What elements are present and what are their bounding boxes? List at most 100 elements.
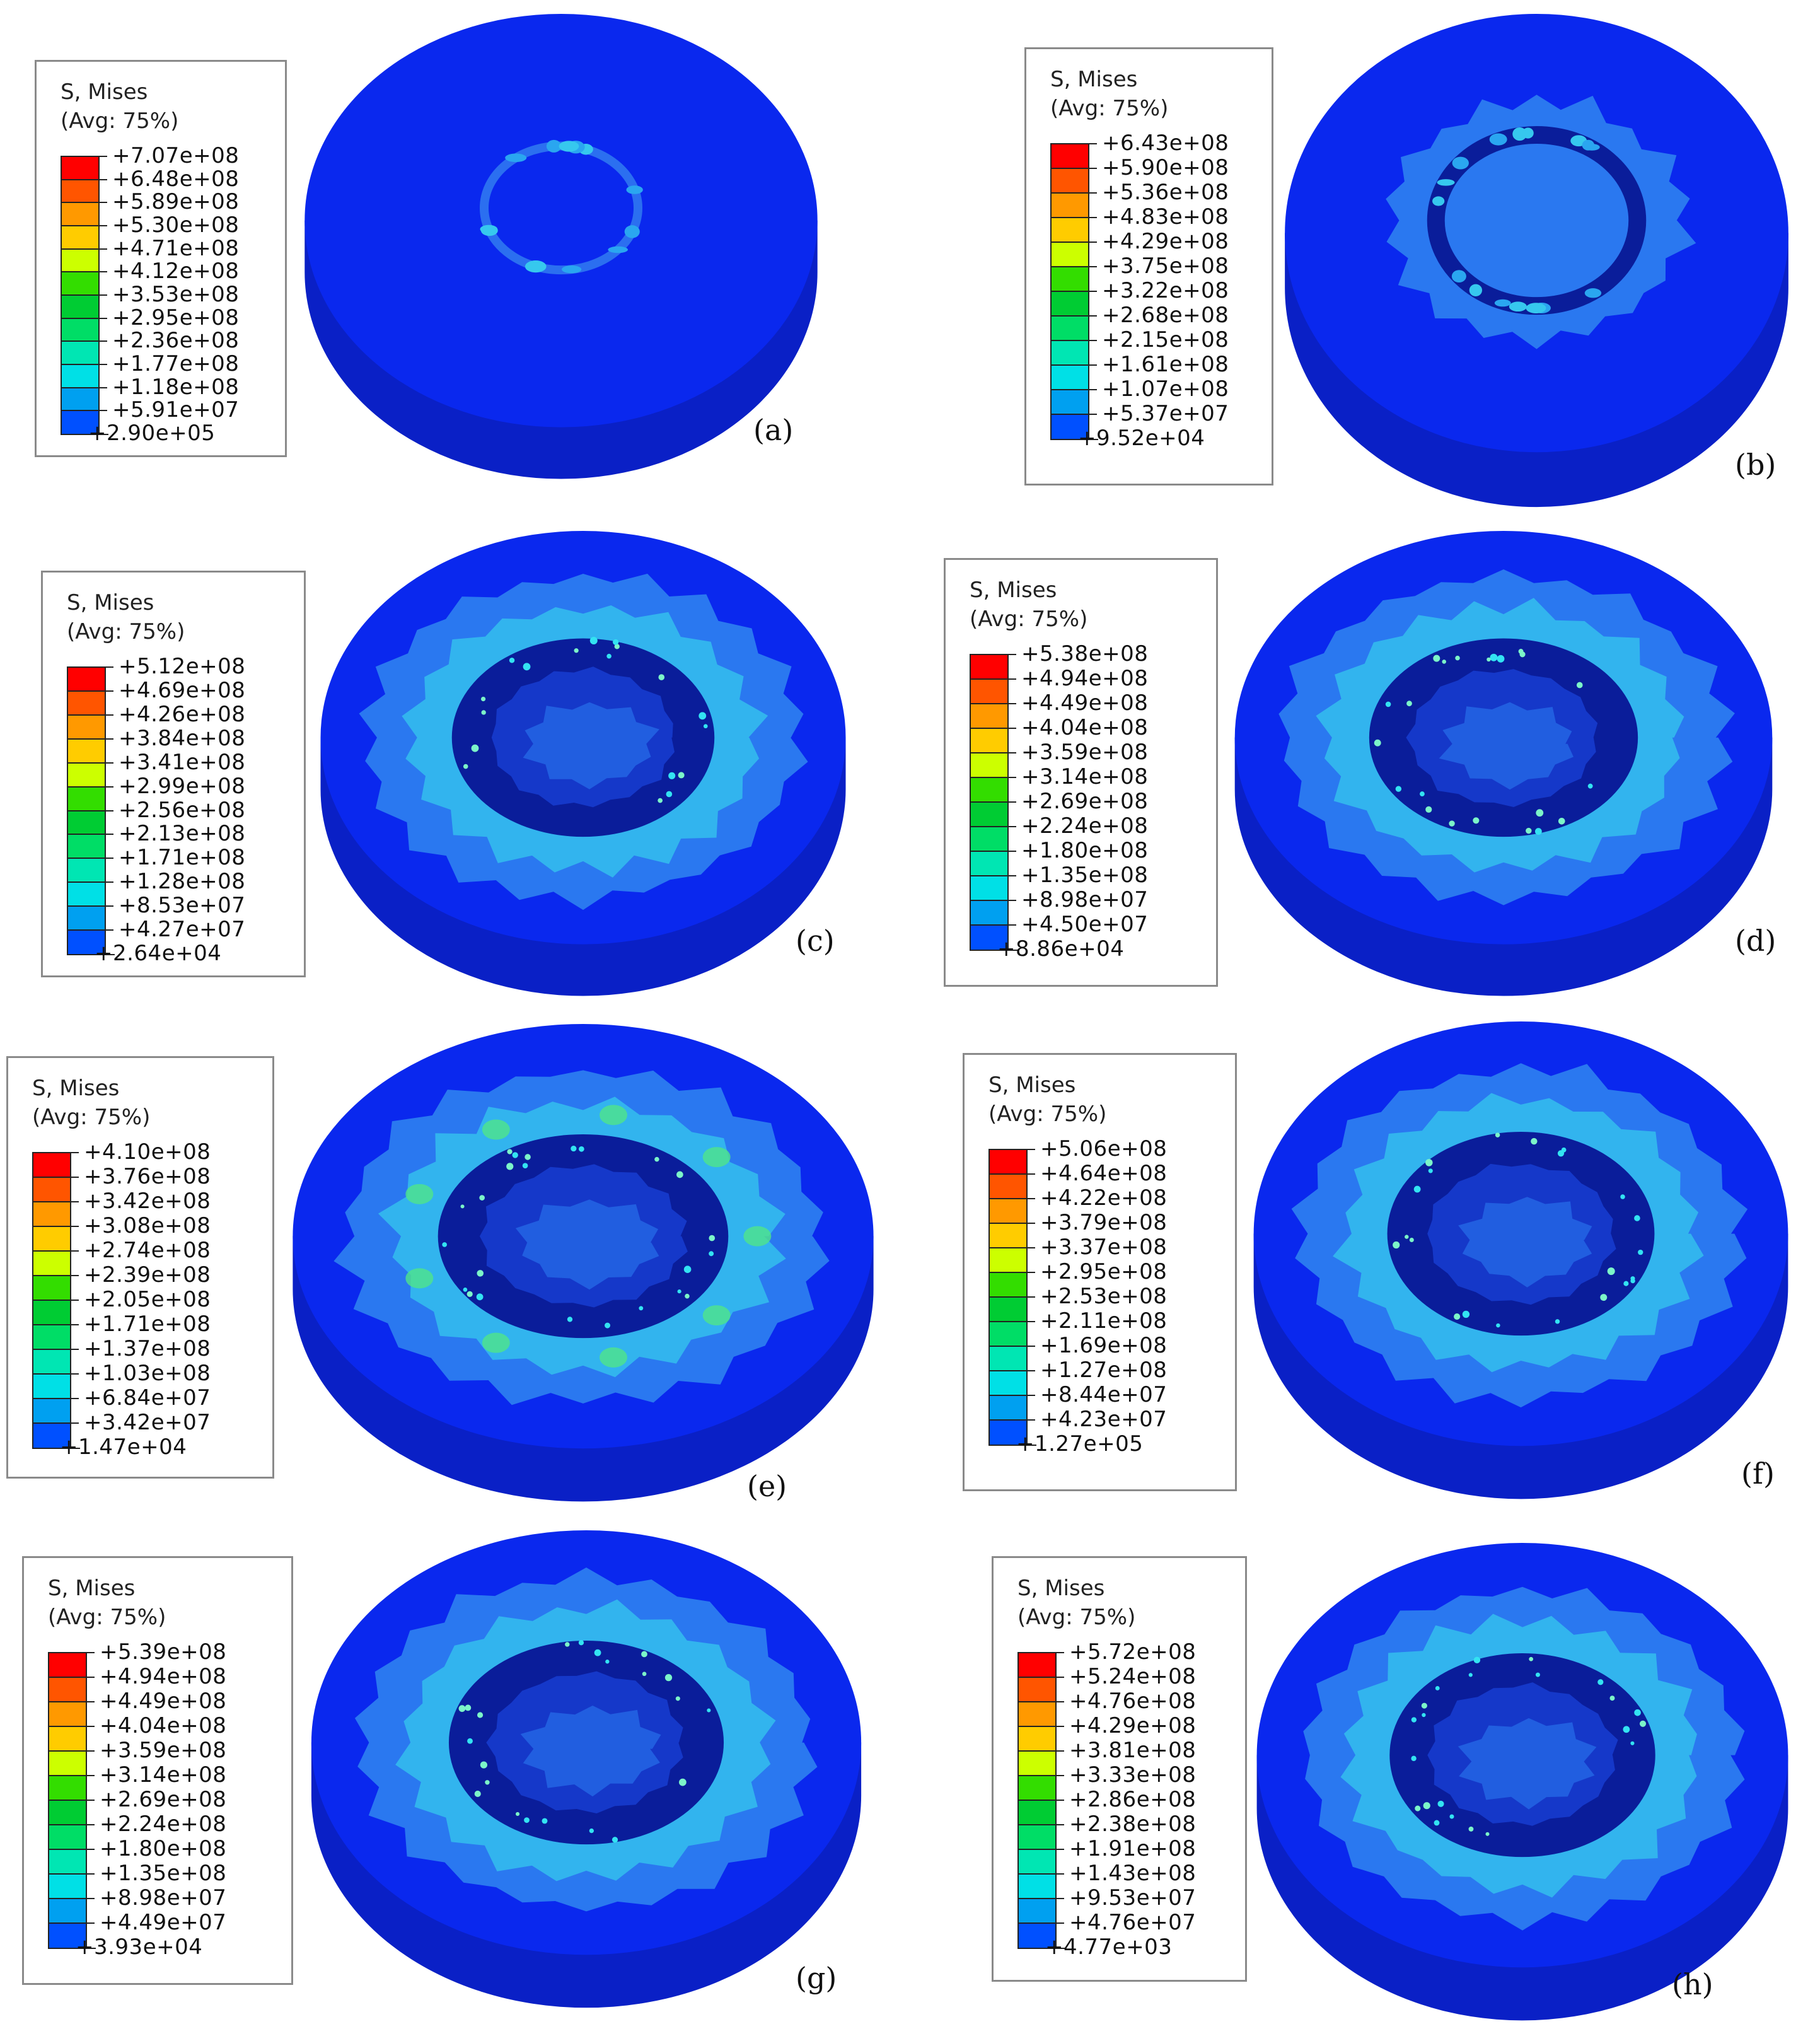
ring-hot-point: [683, 1265, 692, 1273]
legend-color-step: +8.98e+07: [48, 1885, 226, 1923]
legend-swatch: [1017, 1726, 1064, 1751]
legend-value: +1.43e+08: [1069, 1861, 1197, 1886]
ring-hot-point: [1433, 654, 1440, 662]
ring-hot-point: [509, 658, 515, 663]
ring-hot-point: [479, 1195, 485, 1201]
legend-color-step: +9.53e+07: [1017, 1885, 1196, 1923]
legend-color-step: +3.75e+08: [1050, 253, 1229, 291]
ring-hot-point: [542, 1818, 548, 1824]
ring-hot-point: [614, 644, 620, 649]
ring-hot-point: [1409, 1238, 1414, 1243]
legend-swatch: [61, 340, 107, 364]
legend-swatch: [32, 1349, 79, 1374]
legend-color-step: +4.26e+08: [67, 702, 245, 739]
ring-hot-point: [474, 1790, 481, 1798]
legend-swatch: [67, 666, 113, 691]
legend-color-step: +4.76e+08: [1017, 1689, 1196, 1726]
ring-hot-point: [1434, 1820, 1440, 1826]
legend-value: +3.41e+08: [119, 749, 246, 775]
legend-bottom-boundary: [61, 434, 108, 435]
ring-hot-point: [1420, 791, 1425, 796]
legend-value: +4.49e+08: [100, 1689, 227, 1714]
legend-value: +8.44e+07: [1040, 1382, 1168, 1407]
ring-hot-point: [678, 772, 685, 779]
legend-color-step: +2.56e+08: [67, 798, 245, 835]
legend-color-step: +4.23e+07: [988, 1407, 1167, 1445]
ring-hot-point: [1587, 783, 1593, 789]
legend-value: +2.86e+08: [1069, 1787, 1197, 1812]
legend-averaging: (Avg: 75%): [67, 619, 185, 644]
ring-hot-point: [1406, 701, 1412, 707]
ring-hot-point: [1425, 806, 1432, 813]
legend-swatch: [970, 924, 1016, 950]
legend-color-step: +5.36e+08: [1050, 180, 1229, 218]
legend-value: +1.37e+08: [84, 1336, 211, 1361]
legend-value: +3.76e+08: [84, 1164, 211, 1189]
legend-color-step: +4.10e+08: [32, 1139, 211, 1177]
legend-color-step: +6.48e+08: [61, 166, 239, 203]
ring-hot-point: [1437, 179, 1455, 186]
legend-swatch: [988, 1419, 1035, 1445]
legend-color-step: +1.61e+08: [1050, 352, 1229, 390]
legend-swatch: [1050, 340, 1097, 365]
ring-hot-point: [1582, 139, 1595, 151]
ring-hot-point: [1526, 827, 1532, 834]
legend-swatch: [1017, 1922, 1064, 1948]
legend-color-step: +3.81e+08: [1017, 1738, 1196, 1776]
legend-color-step: +4.12e+08: [61, 259, 239, 295]
ring-hot-point: [1518, 649, 1524, 654]
legend-averaging: (Avg: 75%): [970, 607, 1088, 632]
legend-swatch: [67, 762, 113, 787]
ring-hot-point: [1468, 1826, 1474, 1832]
legend-value: +5.24e+08: [1069, 1664, 1197, 1689]
legend-value: +4.23e+07: [1040, 1407, 1168, 1432]
legend-value: +3.22e+08: [1102, 278, 1229, 303]
legend-swatch: [970, 777, 1016, 802]
ring-hot-point: [624, 225, 640, 238]
legend-swatch: [61, 178, 107, 203]
ring-hot-point: [1454, 1313, 1461, 1320]
legend-swatch: [67, 905, 113, 931]
ring-hot-point: [567, 1317, 573, 1322]
ring-hot-point: [578, 1640, 584, 1646]
ring-hot-point: [1393, 1241, 1400, 1249]
legend-averaging: (Avg: 75%): [1050, 96, 1169, 121]
legend-value: +1.35e+08: [1021, 863, 1149, 888]
ring-hot-point: [1623, 1281, 1629, 1286]
legend-e: S, Mises (Avg: 75%) +4.10e+08 +3.76e+08 +3.4…: [6, 1056, 274, 1479]
legend-color-step: +2.69e+08: [48, 1787, 226, 1825]
legend-title: S, Mises: [48, 1576, 136, 1601]
legend-color-step: +2.05e+08: [32, 1287, 211, 1325]
legend-swatch: [32, 1250, 79, 1276]
legend-value: +1.71e+08: [119, 845, 246, 871]
legend-color-step: +4.22e+08: [988, 1185, 1167, 1223]
ring-hot-point: [605, 1660, 610, 1664]
ring-hot-point: [1536, 809, 1544, 817]
legend-bottom-boundary: [970, 950, 1017, 951]
ring-hot-point: [562, 265, 582, 274]
legend-value: +4.04e+08: [100, 1713, 227, 1738]
legend-swatch: [988, 1395, 1035, 1420]
legend-value: +7.07e+08: [112, 143, 240, 168]
legend-a: S, Mises (Avg: 75%) +7.07e+08 +6.48e+08 +5.8…: [35, 60, 287, 457]
ring-hot-point: [1597, 1679, 1604, 1685]
legend-swatch: [970, 752, 1016, 777]
contour-inner-patch: [1458, 1197, 1592, 1288]
legend-g: S, Mises (Avg: 75%) +5.39e+08 +4.94e+08 +4.4…: [22, 1556, 293, 1985]
legend-value: +1.71e+08: [84, 1312, 211, 1337]
legend-value: +4.10e+08: [84, 1139, 211, 1165]
legend-value: +2.95e+08: [112, 305, 240, 330]
legend-swatch: [48, 1726, 95, 1751]
ring-hot-point: [1442, 660, 1447, 664]
ring-hot-point: [1584, 288, 1602, 298]
legend-title: S, Mises: [32, 1076, 120, 1101]
legend-value: +2.74e+08: [84, 1238, 211, 1263]
legend-color-step: +5.37e+07: [1050, 401, 1229, 439]
legend-swatch: [1017, 1652, 1064, 1677]
ring-hot-point: [1452, 156, 1469, 170]
ring-hot-point: [458, 1705, 466, 1713]
ring-hot-point: [1449, 1814, 1454, 1819]
legend-value: +5.30e+08: [112, 212, 240, 238]
legend-value: +4.12e+08: [112, 259, 240, 284]
legend-color-step: +1.35e+08: [48, 1861, 226, 1899]
